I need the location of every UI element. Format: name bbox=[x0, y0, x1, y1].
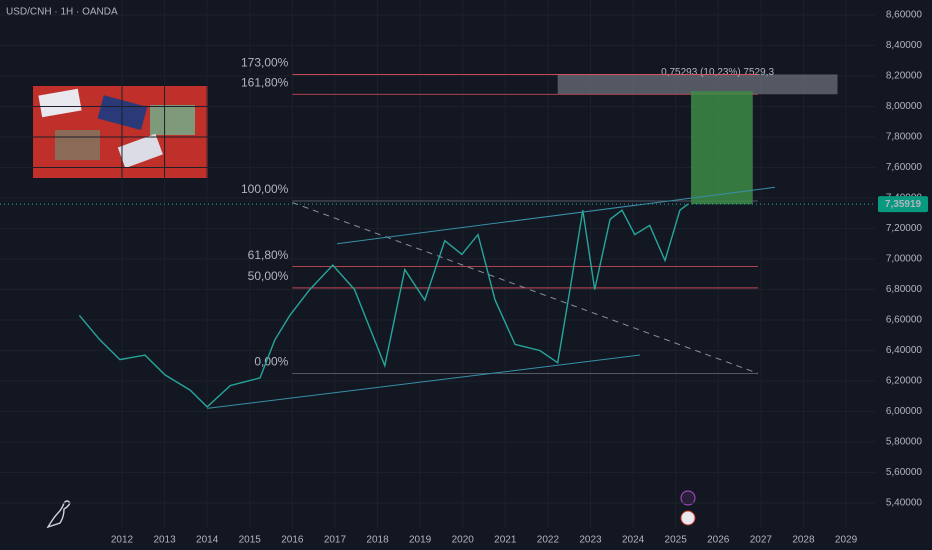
x-tick-label: 2019 bbox=[409, 535, 432, 546]
position-box bbox=[691, 91, 753, 205]
fib-label: 0,00% bbox=[254, 355, 288, 369]
fib-label: 100,00% bbox=[241, 182, 289, 196]
x-tick-label: 2020 bbox=[452, 535, 475, 546]
y-tick-label: 6,60000 bbox=[886, 315, 923, 326]
x-tick-label: 2022 bbox=[537, 535, 560, 546]
y-tick-label: 6,20000 bbox=[886, 376, 923, 387]
x-tick-label: 2017 bbox=[324, 535, 347, 546]
x-tick-label: 2021 bbox=[494, 535, 517, 546]
y-tick-label: 8,60000 bbox=[886, 10, 923, 21]
y-tick-label: 7,20000 bbox=[886, 223, 923, 234]
fib-label: 61,80% bbox=[248, 248, 289, 262]
x-tick-label: 2018 bbox=[366, 535, 389, 546]
thumbnail-image bbox=[33, 86, 208, 178]
y-tick-label: 7,80000 bbox=[886, 132, 923, 143]
x-tick-label: 2026 bbox=[707, 535, 730, 546]
x-tick-label: 2029 bbox=[835, 535, 858, 546]
x-tick-label: 2016 bbox=[281, 535, 304, 546]
x-tick-label: 2023 bbox=[579, 535, 602, 546]
flag-icon bbox=[680, 510, 696, 526]
measure-box bbox=[557, 74, 838, 95]
y-tick-label: 8,40000 bbox=[886, 40, 923, 51]
fib-label: 50,00% bbox=[248, 269, 289, 283]
y-tick-label: 6,80000 bbox=[886, 284, 923, 295]
last-price-tag bbox=[878, 196, 928, 213]
y-tick-label: 6,40000 bbox=[886, 345, 923, 356]
x-tick-label: 2027 bbox=[750, 535, 773, 546]
y-tick-label: 8,20000 bbox=[886, 71, 923, 82]
x-tick-label: 2015 bbox=[239, 535, 262, 546]
x-tick-label: 2028 bbox=[792, 535, 815, 546]
y-tick-label: 5,60000 bbox=[886, 467, 923, 478]
trendline bbox=[292, 202, 759, 374]
y-tick-label: 6,00000 bbox=[886, 406, 923, 417]
x-tick-label: 2025 bbox=[665, 535, 688, 546]
fib-label: 161,80% bbox=[241, 75, 289, 89]
y-tick-label: 5,80000 bbox=[886, 437, 923, 448]
y-tick-label: 7,00000 bbox=[886, 254, 923, 265]
y-tick-label: 8,00000 bbox=[886, 101, 923, 112]
fib-label: 173,00% bbox=[241, 56, 289, 70]
logo bbox=[46, 500, 71, 529]
x-tick-label: 2012 bbox=[111, 535, 134, 546]
last-price-label: 7,35919 bbox=[885, 199, 922, 210]
measure-label: 0,75293 (10,23%) 7529,3 bbox=[661, 67, 774, 78]
chart-title: USD/CNH · 1H · OANDA bbox=[6, 7, 118, 18]
price-line bbox=[78, 203, 689, 408]
x-tick-label: 2024 bbox=[622, 535, 645, 546]
event-icon bbox=[680, 490, 696, 506]
x-tick-label: 2013 bbox=[153, 535, 176, 546]
y-tick-label: 7,60000 bbox=[886, 162, 923, 173]
y-tick-label: 5,40000 bbox=[886, 498, 923, 509]
trendline bbox=[207, 354, 640, 409]
trendline bbox=[337, 186, 775, 245]
x-tick-label: 2014 bbox=[196, 535, 219, 546]
